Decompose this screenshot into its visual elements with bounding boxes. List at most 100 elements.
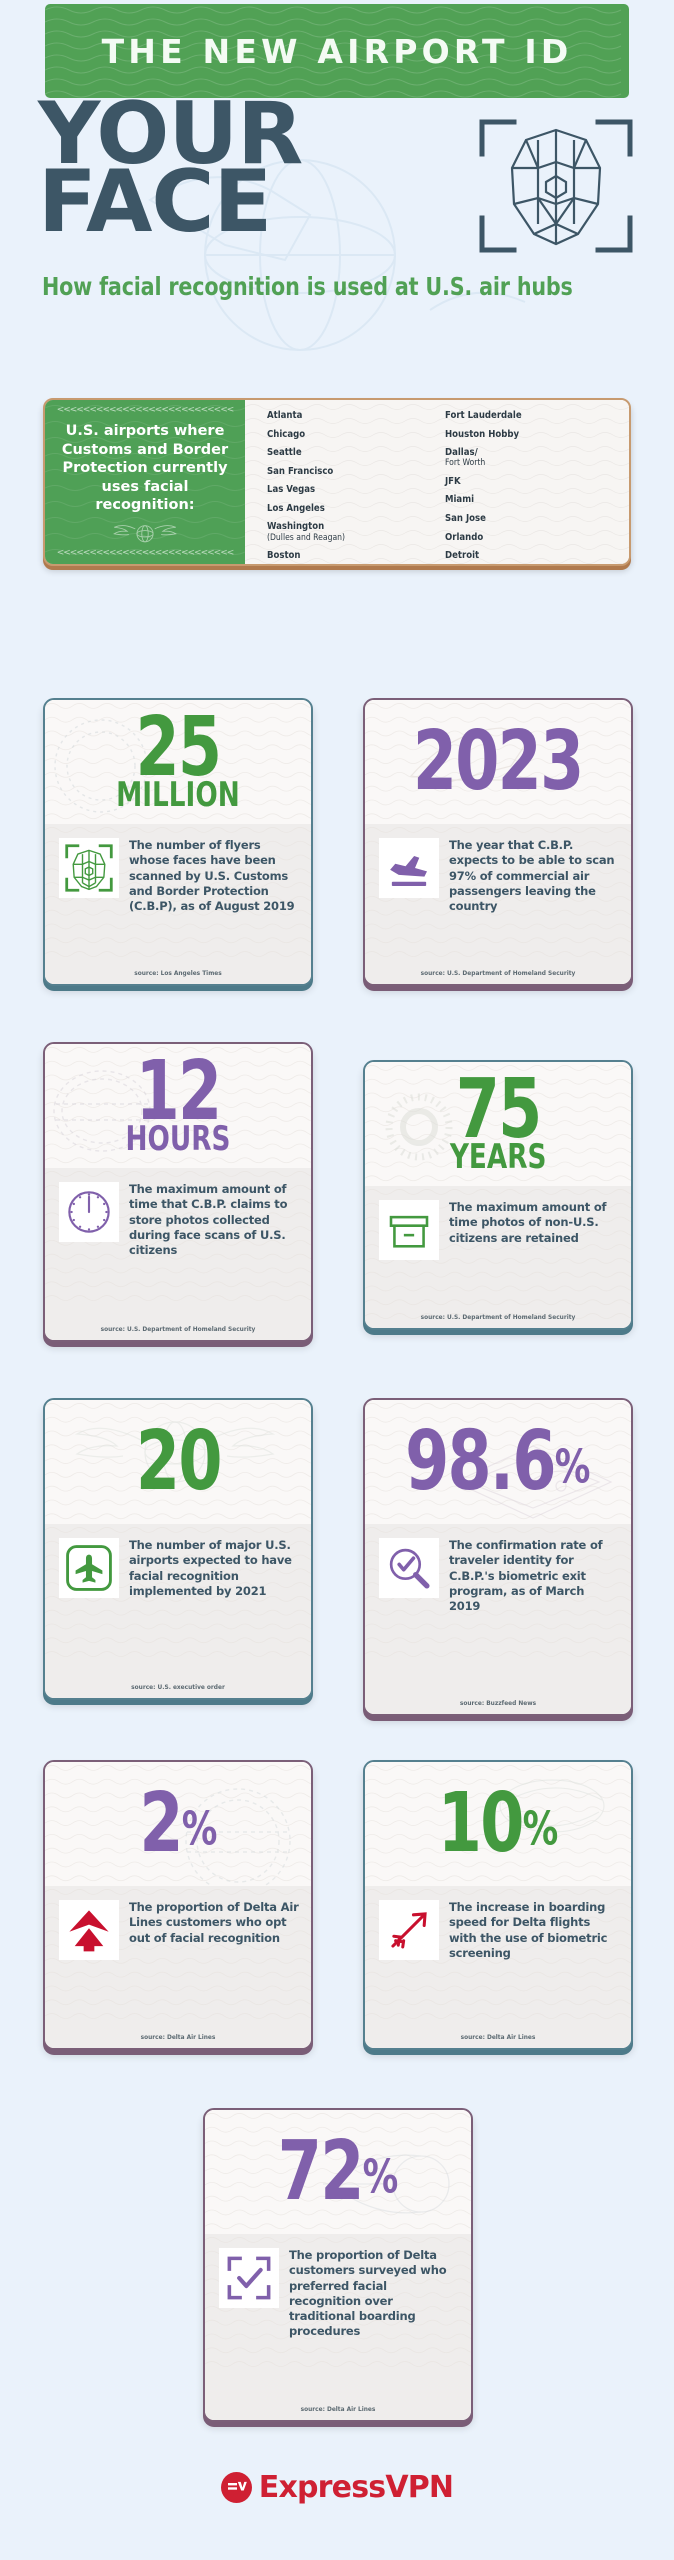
chevron-divider-bottom: <<<<<<<<<<<<<<<<<<<<<<<<<<< (56, 548, 235, 558)
stat-description: The maximum amount of time that C.B.P. c… (129, 1182, 288, 1258)
airport-name: Las Vegas (267, 484, 316, 496)
stat-source: source: Buzzfeed News (459, 1699, 537, 1707)
airport-name: Detroit (445, 550, 480, 562)
stat-description: The increase in boarding speed for Delta… (449, 1900, 608, 1960)
stat-source: source: U.S. executive order (131, 1683, 225, 1691)
stat-card: 20 The number of major U.S. airports exp… (43, 1398, 313, 1700)
stat-card-bottom: The proportion of Delta customers survey… (205, 2234, 471, 2420)
airport-name: Seattle (267, 447, 302, 459)
stat-value: 2 (138, 1775, 183, 1871)
stat-source: source: Los Angeles Times (134, 969, 222, 977)
stat-card-bottom: The number of major U.S. airports expect… (45, 1524, 311, 1698)
airport-name: JFK (445, 475, 461, 487)
airport-name-sub: Fort Worth (445, 458, 486, 469)
stat-card-bottom: The maximum amount of time photos of non… (365, 1186, 631, 1328)
airport-name: Boston (267, 550, 301, 562)
face-scan-icon (59, 838, 119, 898)
header-banner: THE NEW AIRPORT ID (45, 4, 629, 98)
stat-value: 25 (135, 700, 223, 796)
stat-card-top: 2% (45, 1762, 311, 1886)
stat-description: The number of flyers whose faces have be… (129, 838, 295, 914)
stat-card-top: 12 HOURS (45, 1044, 311, 1168)
face-scan-icon (479, 119, 633, 253)
airport-name: Chicago (267, 428, 306, 440)
clock-icon (59, 1182, 119, 1242)
delta-widget-icon (59, 1900, 119, 1960)
expressvpn-logo-icon (220, 2472, 252, 2503)
wave-texture (205, 2113, 471, 2230)
stat-source: source: Delta Air Lines (140, 2033, 216, 2041)
stat-card: 75 YEARS The maximum amount of time phot… (363, 1060, 633, 1330)
magnifier-check-icon (379, 1538, 439, 1598)
ev-mark-glyph (227, 2481, 247, 2491)
stat-card-top: 75 YEARS (365, 1062, 631, 1186)
stat-value: 20 (135, 1413, 223, 1509)
wave-texture (45, 1047, 311, 1164)
stat-card-bottom: The increase in boarding speed for Delta… (365, 1886, 631, 2048)
stat-figure: 12 HOURS (125, 1044, 231, 1160)
stat-card: 72% The proportion of Delta customers su… (203, 2108, 473, 2422)
stat-card: 25 MILLION The number of flyers whose fa… (43, 698, 313, 986)
stat-unit: YEARS (449, 1137, 547, 1178)
stat-card: 2023 The year that C.B.P. expects to be … (363, 698, 633, 986)
wave-texture (45, 1765, 311, 1882)
stat-percent-sign: % (362, 2149, 399, 2204)
airport-name: Washington (Dulles and Reagan) (267, 521, 436, 542)
stat-unit: HOURS (125, 1119, 231, 1160)
wave-texture (45, 1889, 311, 2019)
stat-card-top: 20 (45, 1400, 311, 1524)
stat-percent-sign: % (181, 1801, 218, 1856)
airports-passport-card: <<<<<<<<<<<<<<<<<<<<<<<<<<< U.S. airport… (43, 398, 631, 566)
chevron-divider-top: <<<<<<<<<<<<<<<<<<<<<<<<<<< (56, 405, 235, 415)
stat-value: 72 (277, 2123, 365, 2219)
scan-check-icon (219, 2248, 279, 2308)
stat-card-top: 2023 (365, 700, 631, 824)
stat-value: 10 (437, 1775, 525, 1871)
stat-source: source: U.S. Department of Homeland Secu… (100, 1325, 256, 1333)
stat-figure: 72% (278, 2130, 399, 2212)
wave-texture (45, 6, 622, 98)
stat-card-bottom: The number of flyers whose faces have be… (45, 824, 311, 984)
stat-description: The proportion of Delta Air Lines custom… (129, 1900, 299, 1945)
stat-card-top: 72% (205, 2110, 471, 2234)
page-subtitle: How facial recognition is used at U.S. a… (42, 272, 573, 301)
stat-figure: 10% (438, 1782, 559, 1864)
stat-description: The confirmation rate of traveler identi… (449, 1538, 603, 1614)
stat-source: source: Delta Air Lines (300, 2405, 376, 2413)
stat-card-bottom: The year that C.B.P. expects to be able … (365, 824, 631, 984)
stat-figure: 20 (135, 1413, 223, 1509)
stat-card-top: 98.6% (365, 1400, 631, 1524)
guilloche-texture (245, 404, 629, 564)
airport-name-sub: (Dulles and Reagan) (267, 532, 346, 543)
stat-card-bottom: The maximum amount of time that C.B.P. c… (45, 1168, 311, 1340)
stat-description: The year that C.B.P. expects to be able … (449, 838, 615, 914)
footer-brand: ExpressVPN (0, 2470, 674, 2505)
stat-card: 98.6% The confirmation rate of traveler … (363, 1398, 633, 1716)
stat-value: 12 (135, 1044, 223, 1140)
passport-heading: U.S. airports where Customs and Border P… (61, 423, 229, 514)
stat-source: source: U.S. Department of Homeland Secu… (420, 969, 576, 977)
stat-card: 10% The increase in boarding speed for D… (363, 1760, 633, 2050)
stat-figure: 75 YEARS (449, 1062, 547, 1178)
passport-left-panel: <<<<<<<<<<<<<<<<<<<<<<<<<<< U.S. airport… (45, 400, 245, 564)
stat-percent-sign: % (555, 1439, 591, 1494)
airport-name: San Francisco (267, 465, 334, 477)
stat-value: 75 (455, 1062, 543, 1158)
airport-column-right: Fort Lauderdale Houston Hobby Dallas/Fort … (445, 410, 623, 561)
stat-value: 98.6 (405, 1413, 556, 1509)
stat-card: 2% The proportion of Delta Air Lines cus… (43, 1760, 313, 2050)
hero-line-1: YOUR (38, 84, 303, 184)
wave-texture (365, 703, 631, 820)
stat-figure: 98.6% (405, 1420, 591, 1502)
stat-source: source: U.S. Department of Homeland Secu… (420, 1313, 576, 1321)
arrow-up-right-icon (379, 1900, 439, 1960)
banner-title: THE NEW AIRPORT ID (101, 31, 573, 71)
airport-name: Miami (445, 494, 475, 506)
stat-figure: 2023 (413, 720, 584, 802)
stat-card-top: 25 MILLION (45, 700, 311, 824)
winged-globe-icon (113, 524, 177, 543)
stat-card: 12 HOURS The maximum amount of time that… (43, 1042, 313, 1342)
wave-texture (365, 1403, 631, 1520)
stat-card-bottom: The proportion of Delta Air Lines custom… (45, 1886, 311, 2048)
